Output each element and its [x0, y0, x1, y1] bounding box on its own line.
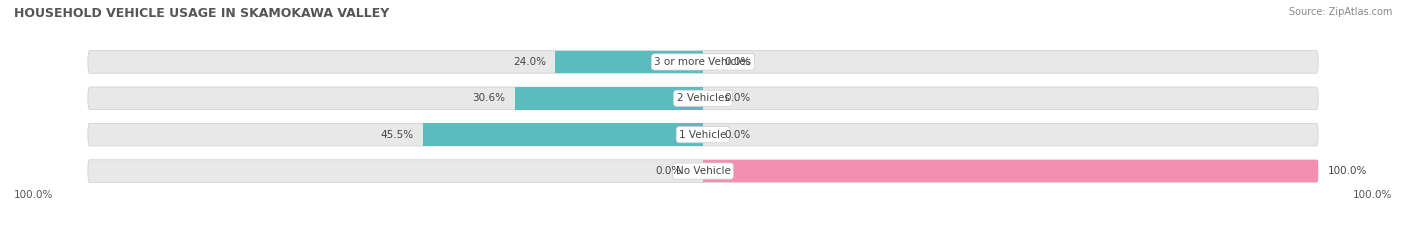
FancyBboxPatch shape	[87, 51, 1319, 73]
Text: 100.0%: 100.0%	[1327, 166, 1367, 176]
Text: 24.0%: 24.0%	[513, 57, 546, 67]
FancyBboxPatch shape	[87, 123, 1319, 146]
Text: 0.0%: 0.0%	[655, 166, 682, 176]
Bar	[515, 87, 703, 110]
Text: 0.0%: 0.0%	[724, 93, 751, 103]
Bar	[555, 51, 703, 73]
Text: 0.0%: 0.0%	[724, 130, 751, 140]
Text: Source: ZipAtlas.com: Source: ZipAtlas.com	[1288, 7, 1392, 17]
Text: HOUSEHOLD VEHICLE USAGE IN SKAMOKAWA VALLEY: HOUSEHOLD VEHICLE USAGE IN SKAMOKAWA VAL…	[14, 7, 389, 20]
FancyBboxPatch shape	[87, 87, 1319, 110]
Bar	[423, 123, 703, 146]
FancyBboxPatch shape	[87, 160, 1319, 182]
Text: 100.0%: 100.0%	[1353, 190, 1392, 200]
Text: 100.0%: 100.0%	[14, 190, 53, 200]
Text: 30.6%: 30.6%	[472, 93, 506, 103]
Text: 0.0%: 0.0%	[724, 57, 751, 67]
Text: 1 Vehicle: 1 Vehicle	[679, 130, 727, 140]
Text: 45.5%: 45.5%	[381, 130, 413, 140]
Text: 2 Vehicles: 2 Vehicles	[676, 93, 730, 103]
Bar	[703, 160, 1319, 182]
Text: No Vehicle: No Vehicle	[675, 166, 731, 176]
Text: 3 or more Vehicles: 3 or more Vehicles	[654, 57, 752, 67]
